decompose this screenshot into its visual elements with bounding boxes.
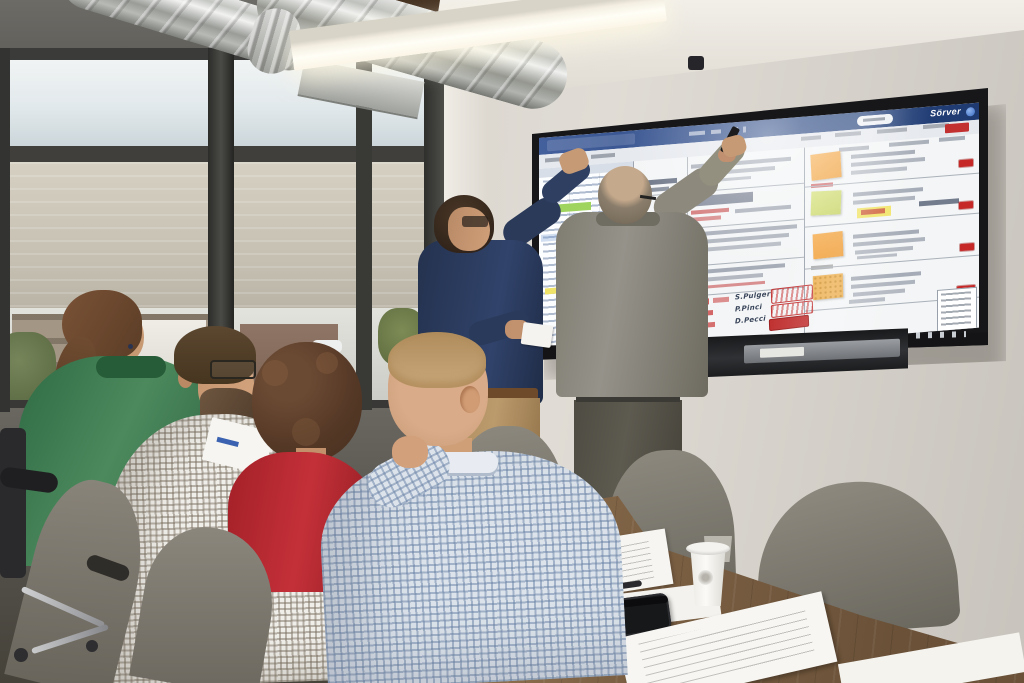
tv-camera-mount bbox=[688, 56, 704, 70]
hair-curl-highlight bbox=[316, 352, 338, 374]
window-mullion-thin bbox=[356, 48, 372, 410]
chair-caster-wheel bbox=[14, 648, 28, 662]
soundbar-speaker-face bbox=[744, 338, 900, 364]
window-mullion-left bbox=[0, 48, 10, 412]
blue-gingham-shirt-torso bbox=[316, 444, 628, 683]
chair-caster-wheel bbox=[86, 640, 98, 652]
gray-facilitator-torso bbox=[556, 212, 708, 397]
navy-facilitator-face bbox=[448, 207, 490, 251]
green-polo-collar bbox=[96, 356, 166, 378]
navy-facilitator-glasses bbox=[462, 216, 488, 227]
gray-facilitator-belt bbox=[576, 392, 680, 402]
paper-cup-logo bbox=[698, 570, 713, 585]
bearded-man-hair bbox=[174, 326, 256, 384]
paper-cup-rim bbox=[686, 542, 730, 555]
blue-gingham-man-ear bbox=[460, 386, 480, 413]
blue-gingham-man-hand bbox=[392, 436, 428, 468]
note-card-in-hand bbox=[520, 322, 554, 348]
blue-gingham-man-buzz-cut bbox=[388, 332, 486, 388]
black-chair-edge bbox=[0, 428, 26, 578]
bearded-man-glasses bbox=[210, 360, 256, 379]
soundbar-label bbox=[760, 346, 804, 358]
earring bbox=[128, 344, 133, 349]
hair-curl-highlight bbox=[262, 360, 288, 386]
hair-curl-highlight bbox=[292, 418, 320, 446]
